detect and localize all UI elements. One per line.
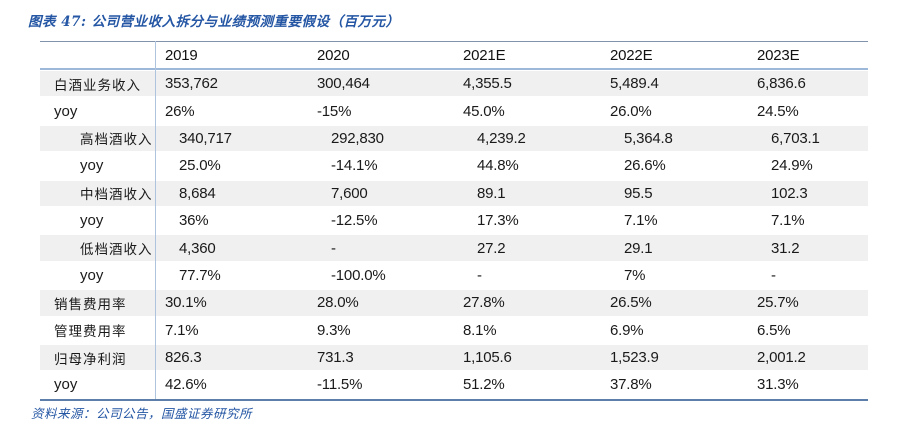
table-cell: 24.5% bbox=[757, 102, 799, 120]
table-cell: 2,001.2 bbox=[757, 349, 806, 367]
column-header: 2020 bbox=[317, 46, 350, 64]
table-row: yoy 77.7% -100.0% - 7% - bbox=[40, 262, 868, 289]
row-label: 高档酒收入 bbox=[80, 132, 153, 149]
table-cell: - bbox=[477, 266, 482, 284]
row-label: yoy bbox=[80, 157, 104, 175]
table-cell: -15% bbox=[317, 102, 352, 120]
table-cell: 29.1 bbox=[624, 239, 653, 257]
table-cell: 5,364.8 bbox=[624, 129, 673, 147]
table-cell: 8.1% bbox=[463, 321, 497, 339]
column-header: 2019 bbox=[165, 46, 198, 64]
table-cell: 26.6% bbox=[624, 157, 666, 175]
row-label: 白酒业务收入 bbox=[54, 77, 141, 94]
table-row: yoy 26% -15% 45.0% 26.0% 24.5% bbox=[40, 97, 868, 124]
table-cell: 25.7% bbox=[757, 294, 799, 312]
table-cell: -100.0% bbox=[331, 266, 386, 284]
table-cell: 6,703.1 bbox=[771, 129, 820, 147]
table-cell: 6,836.6 bbox=[757, 75, 806, 93]
row-label: yoy bbox=[80, 212, 104, 230]
table-cell: 25.0% bbox=[179, 157, 221, 175]
table-cell: 27.8% bbox=[463, 294, 505, 312]
table-cell: 826.3 bbox=[165, 349, 202, 367]
table-cell: 300,464 bbox=[317, 75, 370, 93]
table-cell: 24.9% bbox=[771, 157, 813, 175]
table-cell: - bbox=[331, 239, 336, 257]
table-row: 中档酒收入 8,684 7,600 89.1 95.5 102.3 bbox=[40, 179, 868, 207]
table-cell: 30.1% bbox=[165, 294, 207, 312]
row-label: yoy bbox=[80, 266, 104, 284]
table-header-row: 2019 2020 2021E 2022E 2023E bbox=[40, 41, 868, 70]
table-cell: - bbox=[771, 266, 776, 284]
table-cell: 731.3 bbox=[317, 349, 354, 367]
table-cell: 95.5 bbox=[624, 184, 653, 202]
table-cell: 45.0% bbox=[463, 102, 505, 120]
table-cell: 1,523.9 bbox=[610, 349, 659, 367]
table-cell: 8,684 bbox=[179, 184, 216, 202]
column-header: 2021E bbox=[463, 46, 506, 64]
table-cell: 31.2 bbox=[771, 239, 800, 257]
table-row: 归母净利润 826.3 731.3 1,105.6 1,523.9 2,001.2 bbox=[40, 343, 868, 372]
table-cell: -12.5% bbox=[331, 212, 378, 230]
table-cell: 26.5% bbox=[610, 294, 652, 312]
row-label: yoy bbox=[54, 376, 78, 394]
row-label: 管理费用率 bbox=[54, 324, 127, 341]
table-body: 白酒业务收入 353,762 300,464 4,355.5 5,489.4 6,836.… bbox=[40, 70, 868, 401]
table-row: 白酒业务收入 353,762 300,464 4,355.5 5,489.4 6,836.… bbox=[40, 70, 868, 98]
table-cell: 7,600 bbox=[331, 184, 368, 202]
row-label: 中档酒收入 bbox=[80, 187, 153, 204]
table-cell: 7.1% bbox=[771, 212, 805, 230]
table-cell: 7% bbox=[624, 266, 646, 284]
row-label: 归母净利润 bbox=[54, 351, 127, 368]
figure-title: 图表 47: 公司营业收入拆分与业绩预测重要假设（百万元） bbox=[28, 14, 400, 30]
table-cell: 5,489.4 bbox=[610, 75, 659, 93]
table-row: 管理费用率 7.1% 9.3% 8.1% 6.9% 6.5% bbox=[40, 317, 868, 344]
row-label: yoy bbox=[54, 102, 78, 120]
table-cell: 17.3% bbox=[477, 212, 519, 230]
table-cell: 77.7% bbox=[179, 266, 221, 284]
table-cell: 7.1% bbox=[624, 212, 658, 230]
table-cell: 26.0% bbox=[610, 102, 652, 120]
table-cell: 89.1 bbox=[477, 184, 506, 202]
table-row: yoy 42.6% -11.5% 51.2% 37.8% 31.3% bbox=[40, 371, 868, 398]
row-label: 销售费用率 bbox=[54, 296, 127, 313]
table-cell: 37.8% bbox=[610, 376, 652, 394]
table-cell: 42.6% bbox=[165, 376, 207, 394]
table-cell: 51.2% bbox=[463, 376, 505, 394]
table-cell: 292,830 bbox=[331, 129, 384, 147]
table-row: 销售费用率 30.1% 28.0% 27.8% 26.5% 25.7% bbox=[40, 289, 868, 317]
column-header: 2022E bbox=[610, 46, 653, 64]
table-cell: 31.3% bbox=[757, 376, 799, 394]
table-cell: 36% bbox=[179, 212, 209, 230]
financial-table: 2019 2020 2021E 2022E 2023E 白酒业务收入 353,762 300… bbox=[40, 41, 868, 401]
row-label: 低档酒收入 bbox=[80, 242, 153, 259]
table-row: yoy 25.0% -14.1% 44.8% 26.6% 24.9% bbox=[40, 152, 868, 179]
table-cell: -11.5% bbox=[317, 376, 363, 394]
column-header: 2023E bbox=[757, 46, 800, 64]
label-column-divider bbox=[155, 41, 156, 399]
table-cell: 1,105.6 bbox=[463, 349, 512, 367]
table-cell: 9.3% bbox=[317, 321, 351, 339]
table-cell: 6.9% bbox=[610, 321, 644, 339]
table-row: 低档酒收入 4,360 - 27.2 29.1 31.2 bbox=[40, 234, 868, 262]
table-cell: 4,239.2 bbox=[477, 129, 526, 147]
table-row: 高档酒收入 340,717 292,830 4,239.2 5,364.8 6,703.1 bbox=[40, 124, 868, 153]
table-cell: 26% bbox=[165, 102, 195, 120]
table-cell: 6.5% bbox=[757, 321, 791, 339]
table-cell: 340,717 bbox=[179, 129, 232, 147]
table-cell: -14.1% bbox=[331, 157, 378, 175]
table-cell: 44.8% bbox=[477, 157, 519, 175]
table-cell: 28.0% bbox=[317, 294, 359, 312]
table-cell: 102.3 bbox=[771, 184, 808, 202]
table-cell: 7.1% bbox=[165, 321, 199, 339]
table-row: yoy 36% -12.5% 17.3% 7.1% 7.1% bbox=[40, 207, 868, 234]
table-cell: 4,355.5 bbox=[463, 75, 512, 93]
table-cell: 27.2 bbox=[477, 239, 506, 257]
table-cell: 353,762 bbox=[165, 75, 218, 93]
table-cell: 4,360 bbox=[179, 239, 216, 257]
source-note: 资料来源：公司公告，国盛证券研究所 bbox=[31, 406, 253, 421]
